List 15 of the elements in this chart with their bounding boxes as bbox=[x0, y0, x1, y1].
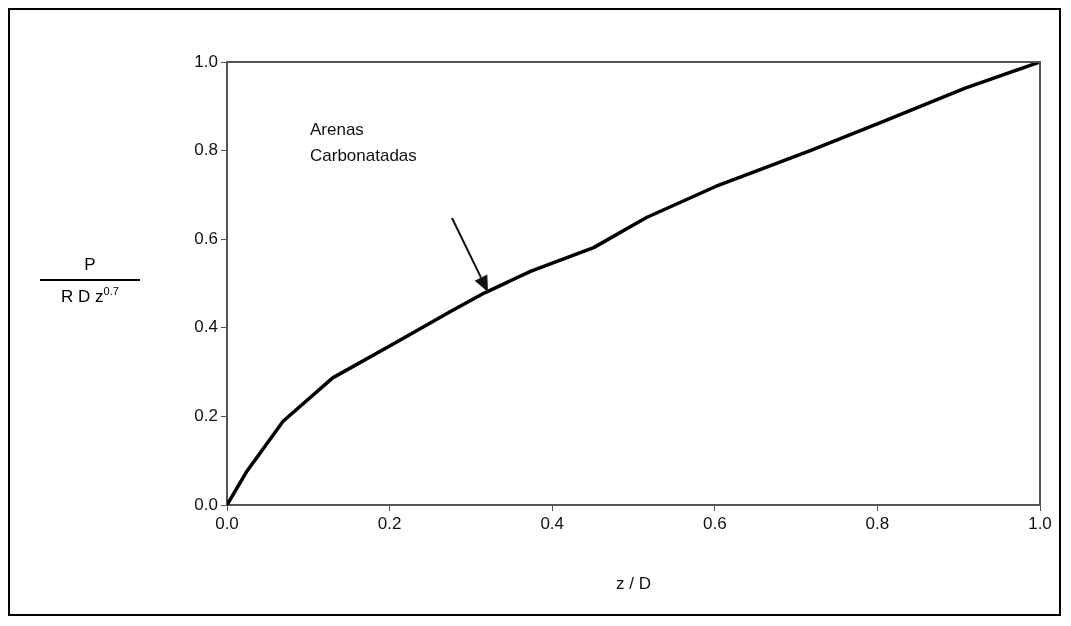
x-tick-label: 0.8 bbox=[865, 513, 890, 533]
y-tick-label: 0.4 bbox=[194, 317, 218, 337]
x-tick-label: 0.6 bbox=[702, 513, 727, 533]
y-tick-label: 0.6 bbox=[194, 228, 218, 248]
annotation: Arenas Carbonatadas bbox=[310, 119, 417, 167]
x-tick-label: 0.0 bbox=[215, 513, 239, 533]
y-tick-label: 0.8 bbox=[194, 140, 218, 160]
x-tick-label: 0.4 bbox=[540, 513, 565, 533]
x-tick-label: 1.0 bbox=[1028, 513, 1052, 533]
y-tick-label: 1.0 bbox=[194, 51, 218, 71]
y-tick-label: 0.2 bbox=[194, 406, 218, 426]
x-tick-label: 0.2 bbox=[377, 513, 402, 533]
y-tick-label: 0.0 bbox=[194, 494, 218, 514]
y-axis-title: P R D z$^{0.7}$ bbox=[60, 255, 120, 307]
x-axis-title: z / D bbox=[616, 574, 651, 594]
